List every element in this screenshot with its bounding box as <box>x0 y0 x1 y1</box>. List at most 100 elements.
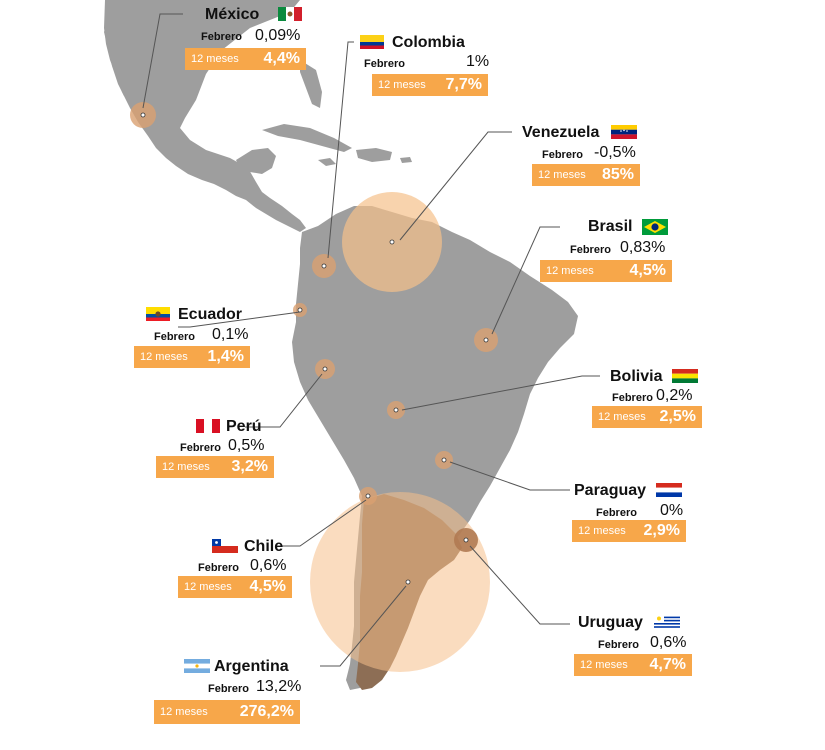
monthly-label: Febrero <box>201 31 242 43</box>
yearly-label: 12 meses <box>140 351 188 363</box>
yearly-label: 12 meses <box>538 169 586 181</box>
yearly-badge: 12 meses 1,4% <box>134 346 250 368</box>
ecuador-flag-icon <box>146 307 170 321</box>
monthly-value: -0,5% <box>594 144 636 161</box>
yearly-badge: 12 meses 2,5% <box>592 406 702 428</box>
country-name: Ecuador <box>178 306 243 323</box>
colombia-flag-icon <box>360 35 384 49</box>
country-card-colombia: Colombia Febrero 1% 12 meses 7,7% <box>356 32 492 96</box>
argentina-flag-icon <box>184 659 210 673</box>
monthly-value: 0,6% <box>650 634 687 651</box>
monthly-value: 0,09% <box>255 27 301 44</box>
baja-california <box>104 20 128 96</box>
yucatan-peninsula <box>236 148 276 174</box>
country-card-argentina: Argentina Febrero 13,2% 12 meses 276,2% <box>152 656 302 728</box>
monthly-value: 13,2% <box>256 678 302 695</box>
monthly-label: Febrero <box>612 392 653 404</box>
yearly-label: 12 meses <box>580 659 628 671</box>
monthly-label: Febrero <box>198 562 239 574</box>
monthly-label: Febrero <box>364 58 405 70</box>
country-center-dots <box>140 112 489 585</box>
country-name: Perú <box>226 418 262 435</box>
yearly-value: 2,5% <box>659 408 696 425</box>
monthly-label: Febrero <box>598 639 639 651</box>
country-card-uruguay: Uruguay Febrero 0,6% 12 meses 4,7% <box>572 612 696 678</box>
cuba-island <box>262 124 352 152</box>
country-card-bolivia: Bolivia Febrero 0,2% 12 meses 2,5% <box>590 366 706 428</box>
country-name: México <box>205 6 260 23</box>
yearly-badge: 12 meses 4,5% <box>178 576 292 598</box>
country-name: Colombia <box>392 34 465 51</box>
country-name: Paraguay <box>574 482 647 499</box>
yearly-badge: 12 meses 2,9% <box>572 520 686 542</box>
yearly-value: 3,2% <box>231 458 268 475</box>
uruguay-flag-icon <box>654 615 680 629</box>
monthly-label: Febrero <box>180 442 221 454</box>
country-card-peru: Perú Febrero 0,5% 12 meses 3,2% <box>154 416 278 478</box>
yearly-value: 4,5% <box>249 578 286 595</box>
country-card-brasil: Brasil Febrero 0,83% 12 meses 4,5% <box>536 216 676 282</box>
bolivia-flag-icon <box>672 369 698 383</box>
country-card-mexico: México Febrero 0,09% 12 meses 4,4% <box>183 4 308 70</box>
yearly-label: 12 meses <box>184 581 232 593</box>
monthly-label: Febrero <box>596 507 637 519</box>
chile-flag-icon <box>212 539 238 553</box>
yearly-badge: 12 meses 7,7% <box>372 74 488 96</box>
monthly-value: 0,2% <box>656 387 693 404</box>
yearly-badge: 12 meses 4,5% <box>540 260 672 282</box>
country-name: Brasil <box>588 218 633 235</box>
north-america-landmass <box>104 0 306 232</box>
leader-lines <box>142 13 600 667</box>
country-name: Uruguay <box>578 614 643 631</box>
yearly-label: 12 meses <box>191 53 239 65</box>
yearly-value: 7,7% <box>445 76 482 93</box>
mexico-flag-icon <box>278 7 302 21</box>
country-name: Argentina <box>214 658 289 675</box>
yearly-value: 4,4% <box>263 50 300 67</box>
argentina-inflation-bubble <box>310 492 490 672</box>
yearly-badge: 12 meses 4,4% <box>185 48 306 70</box>
yearly-value: 85% <box>601 166 634 183</box>
yearly-value: 276,2% <box>239 703 294 720</box>
peru-flag-icon <box>196 419 220 433</box>
monthly-value: 0% <box>660 502 684 519</box>
monthly-value: 0,5% <box>228 437 265 454</box>
monthly-value: 0,83% <box>620 239 666 256</box>
monthly-label: Febrero <box>570 244 611 256</box>
hispaniola-island <box>356 148 392 162</box>
yearly-label: 12 meses <box>160 706 208 718</box>
monthly-value: 0,6% <box>250 557 287 574</box>
puerto-rico-island <box>400 157 412 163</box>
yearly-value: 4,5% <box>629 262 666 279</box>
brazil-flag-icon <box>642 219 668 235</box>
yearly-value: 4,7% <box>649 656 686 673</box>
country-card-chile: Chile Febrero 0,6% 12 meses 4,5% <box>176 536 294 600</box>
monthly-label: Febrero <box>208 683 249 695</box>
yearly-value: 2,9% <box>643 522 680 539</box>
yearly-value: 1,4% <box>207 348 244 365</box>
country-card-paraguay: Paraguay Febrero 0% 12 meses 2,9% <box>570 480 690 544</box>
country-name: Bolivia <box>610 368 663 385</box>
florida-peninsula <box>300 60 322 108</box>
monthly-label: Febrero <box>154 331 195 343</box>
paraguay-flag-icon <box>656 483 682 497</box>
yearly-label: 12 meses <box>598 411 646 423</box>
country-card-venezuela: Venezuela Febrero -0,5% 12 meses 85% <box>512 122 644 186</box>
monthly-value: 1% <box>466 53 490 70</box>
yearly-badge: 12 meses 276,2% <box>154 700 300 724</box>
jamaica-island <box>318 158 336 166</box>
yearly-label: 12 meses <box>546 265 594 277</box>
monthly-value: 0,1% <box>212 326 249 343</box>
yearly-label: 12 meses <box>162 461 210 473</box>
yearly-badge: 12 meses 4,7% <box>574 654 692 676</box>
country-name: Venezuela <box>522 124 600 141</box>
yearly-badge: 12 meses 85% <box>532 164 640 186</box>
venezuela-flag-icon <box>611 125 637 139</box>
country-card-ecuador: Ecuador Febrero 0,1% 12 meses 1,4% <box>134 304 260 370</box>
yearly-label: 12 meses <box>578 525 626 537</box>
yearly-label: 12 meses <box>378 79 426 91</box>
monthly-label: Febrero <box>542 149 583 161</box>
country-name: Chile <box>244 538 284 555</box>
